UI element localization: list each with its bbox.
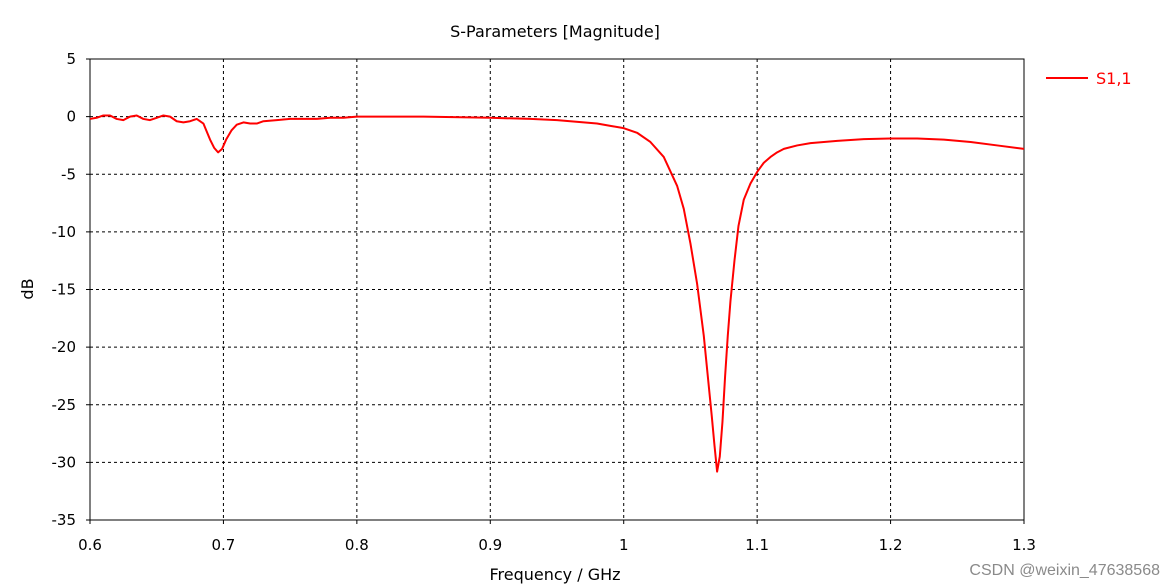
x-tick-label: 1.1 <box>745 536 769 554</box>
y-tick-label: -20 <box>52 338 77 356</box>
chart-title: S-Parameters [Magnitude] <box>450 22 660 41</box>
y-tick-label: -35 <box>52 511 77 529</box>
watermark-text: CSDN @weixin_47638568 <box>969 562 1160 579</box>
legend: S1,1 <box>1046 69 1132 88</box>
y-tick-label: -5 <box>61 165 76 183</box>
axis-ticks: 0.6 0.7 0.8 0.9 1 1.1 1.2 1.3 5 0 -5 -10 -15 -20 -25 -3… <box>52 50 1036 554</box>
x-tick-label: 1.3 <box>1012 536 1036 554</box>
grid-lines <box>90 59 1024 520</box>
x-tick-label: 0.6 <box>78 536 102 554</box>
y-tick-label: -30 <box>52 453 77 471</box>
series-layer <box>89 114 1025 473</box>
x-tick-label: 0.7 <box>211 536 235 554</box>
y-axis-label: dB <box>18 278 37 299</box>
x-tick-label: 0.8 <box>345 536 369 554</box>
y-tick-label: 0 <box>66 108 76 126</box>
x-tick-label: 1 <box>619 536 629 554</box>
y-tick-label: -10 <box>52 223 77 241</box>
x-tick-label: 1.2 <box>879 536 903 554</box>
x-tick-label: 0.9 <box>478 536 502 554</box>
legend-label-s11: S1,1 <box>1096 69 1132 88</box>
y-tick-label: 5 <box>66 50 76 68</box>
y-tick-label: -15 <box>52 281 77 299</box>
x-axis-label: Frequency / GHz <box>489 565 620 584</box>
y-tick-label: -25 <box>52 396 77 414</box>
series-line-s11 <box>89 114 1025 473</box>
